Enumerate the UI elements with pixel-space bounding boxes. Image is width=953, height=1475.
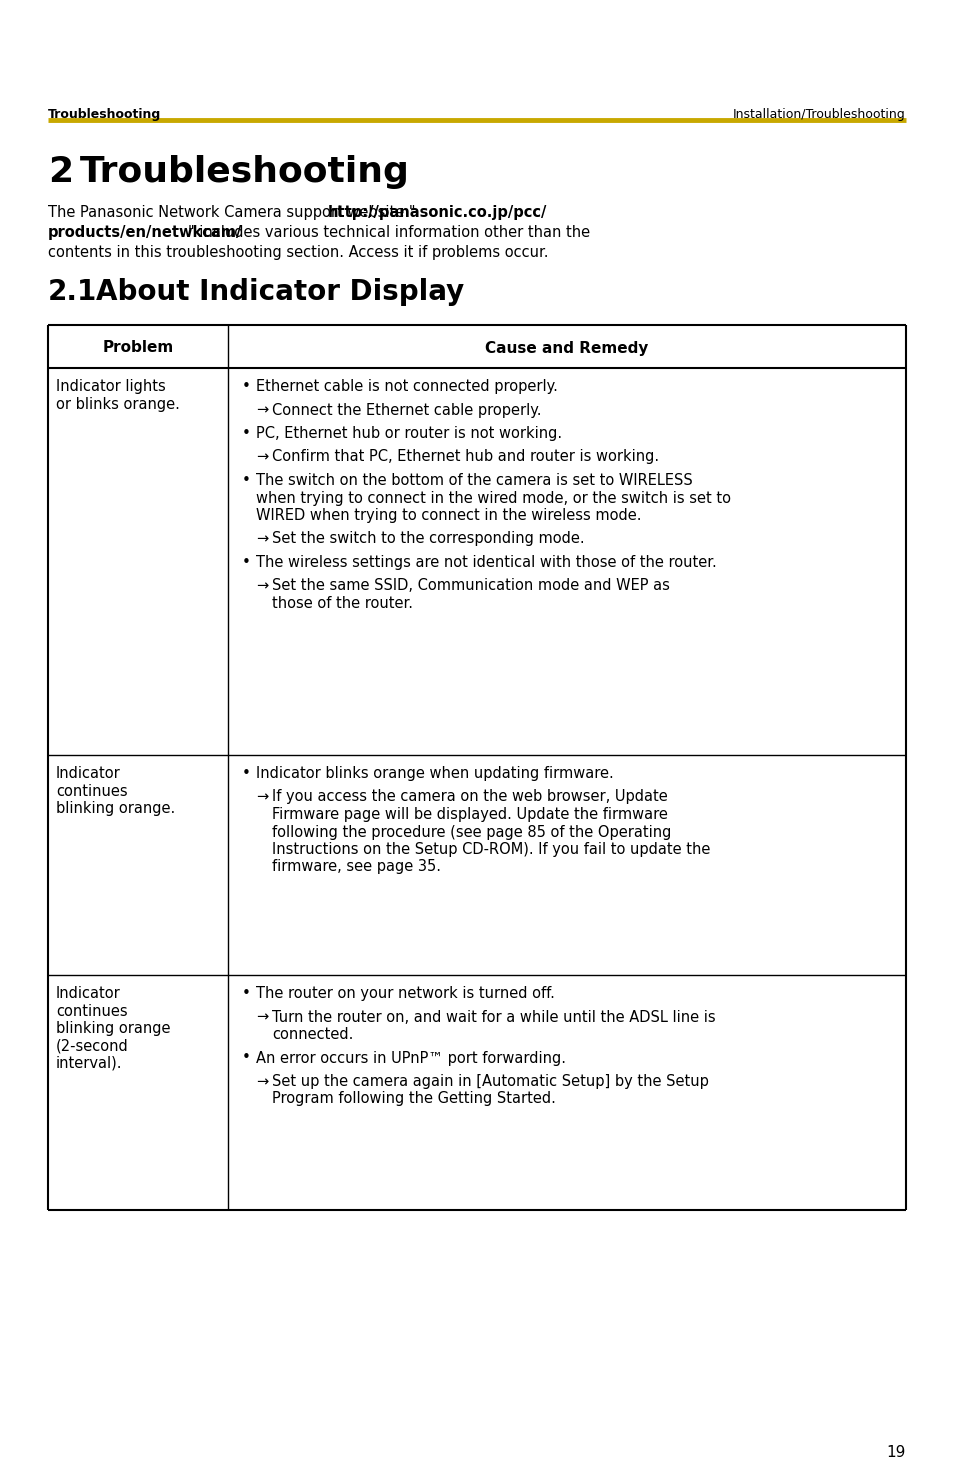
- Text: Indicator blinks orange when updating firmware.: Indicator blinks orange when updating fi…: [255, 766, 613, 780]
- Text: Indicator lights: Indicator lights: [56, 379, 166, 394]
- Text: →: →: [255, 578, 268, 593]
- Text: blinking orange.: blinking orange.: [56, 801, 175, 816]
- Text: →: →: [255, 450, 268, 465]
- Text: Cause and Remedy: Cause and Remedy: [485, 341, 648, 355]
- Text: (2-second: (2-second: [56, 1038, 129, 1053]
- Text: Instructions on the Setup CD-ROM). If you fail to update the: Instructions on the Setup CD-ROM). If yo…: [272, 842, 710, 857]
- Text: Set the switch to the corresponding mode.: Set the switch to the corresponding mode…: [272, 531, 584, 547]
- Text: Troubleshooting: Troubleshooting: [48, 108, 161, 121]
- Text: 2: 2: [48, 155, 73, 189]
- Text: 19: 19: [885, 1446, 905, 1460]
- Text: PC, Ethernet hub or router is not working.: PC, Ethernet hub or router is not workin…: [255, 426, 561, 441]
- Text: following the procedure (see page 85 of the Operating: following the procedure (see page 85 of …: [272, 825, 671, 839]
- Text: →: →: [255, 1074, 268, 1089]
- Text: •: •: [242, 555, 251, 569]
- Text: •: •: [242, 379, 251, 394]
- Text: →: →: [255, 789, 268, 804]
- Text: WIRED when trying to connect in the wireless mode.: WIRED when trying to connect in the wire…: [255, 507, 640, 524]
- Text: firmware, see page 35.: firmware, see page 35.: [272, 860, 440, 875]
- Text: contents in this troubleshooting section. Access it if problems occur.: contents in this troubleshooting section…: [48, 245, 548, 260]
- Text: If you access the camera on the web browser, Update: If you access the camera on the web brow…: [272, 789, 667, 804]
- Text: those of the router.: those of the router.: [272, 596, 413, 611]
- Text: •: •: [242, 473, 251, 488]
- Text: continues: continues: [56, 783, 128, 798]
- Text: Ethernet cable is not connected properly.: Ethernet cable is not connected properly…: [255, 379, 558, 394]
- Text: or blinks orange.: or blinks orange.: [56, 397, 180, 412]
- Text: Installation/Troubleshooting: Installation/Troubleshooting: [733, 108, 905, 121]
- Text: Turn the router on, and wait for a while until the ADSL line is: Turn the router on, and wait for a while…: [272, 1009, 715, 1025]
- Text: •: •: [242, 766, 251, 780]
- Text: An error occurs in UPnP™ port forwarding.: An error occurs in UPnP™ port forwarding…: [255, 1050, 565, 1065]
- Text: •: •: [242, 1050, 251, 1065]
- Text: About Indicator Display: About Indicator Display: [96, 277, 464, 305]
- Text: interval).: interval).: [56, 1056, 122, 1071]
- Text: Set the same SSID, Communication mode and WEP as: Set the same SSID, Communication mode an…: [272, 578, 669, 593]
- Text: when trying to connect in the wired mode, or the switch is set to: when trying to connect in the wired mode…: [255, 491, 730, 506]
- Text: Problem: Problem: [102, 341, 173, 355]
- Text: Confirm that PC, Ethernet hub and router is working.: Confirm that PC, Ethernet hub and router…: [272, 450, 659, 465]
- Text: connected.: connected.: [272, 1027, 353, 1041]
- Text: •: •: [242, 426, 251, 441]
- Text: http://panasonic.co.jp/pcc/: http://panasonic.co.jp/pcc/: [327, 205, 546, 220]
- Text: blinking orange: blinking orange: [56, 1021, 171, 1035]
- Text: Indicator: Indicator: [56, 985, 121, 1002]
- Text: products/en/netwkcam/: products/en/netwkcam/: [48, 226, 242, 240]
- Text: The switch on the bottom of the camera is set to WIRELESS: The switch on the bottom of the camera i…: [255, 473, 692, 488]
- Text: The router on your network is turned off.: The router on your network is turned off…: [255, 985, 555, 1002]
- Text: Set up the camera again in [Automatic Setup] by the Setup: Set up the camera again in [Automatic Se…: [272, 1074, 708, 1089]
- Text: The Panasonic Network Camera support website ": The Panasonic Network Camera support web…: [48, 205, 416, 220]
- Text: Connect the Ethernet cable properly.: Connect the Ethernet cable properly.: [272, 403, 541, 417]
- Text: The wireless settings are not identical with those of the router.: The wireless settings are not identical …: [255, 555, 716, 569]
- Text: •: •: [242, 985, 251, 1002]
- Text: →: →: [255, 531, 268, 547]
- Text: continues: continues: [56, 1003, 128, 1019]
- Text: Firmware page will be displayed. Update the firmware: Firmware page will be displayed. Update …: [272, 807, 667, 822]
- Text: Indicator: Indicator: [56, 766, 121, 780]
- Text: 2.1: 2.1: [48, 277, 97, 305]
- Text: " includes various technical information other than the: " includes various technical information…: [188, 226, 589, 240]
- Text: Troubleshooting: Troubleshooting: [80, 155, 410, 189]
- Text: Program following the Getting Started.: Program following the Getting Started.: [272, 1092, 556, 1106]
- Text: →: →: [255, 1009, 268, 1025]
- Text: →: →: [255, 403, 268, 417]
